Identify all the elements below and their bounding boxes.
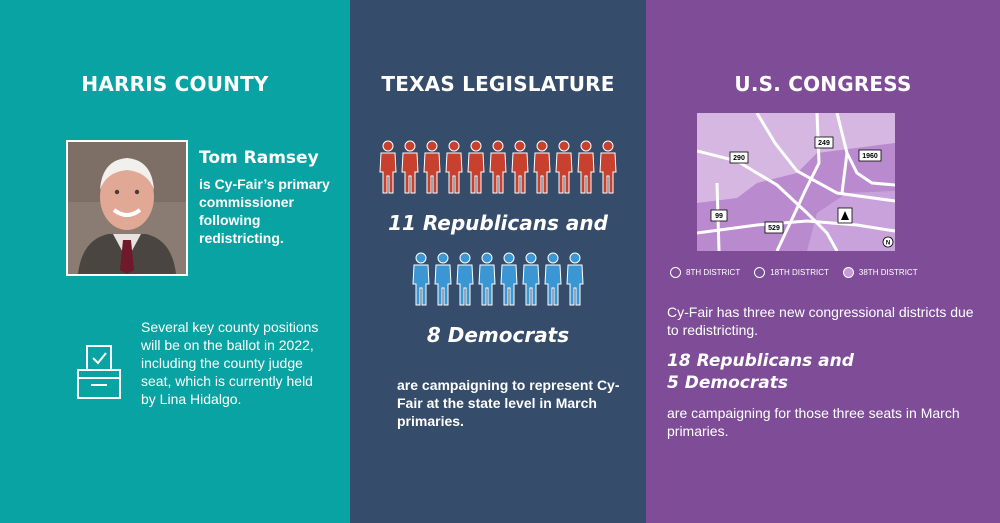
county-building-icon <box>841 211 849 220</box>
legislature-description: are campaigning to represent Cy-Fair at … <box>397 377 620 429</box>
commissioner-description: is Cy-Fair’s primary commissioner follow… <box>199 176 330 246</box>
democrat-figure-icon <box>478 252 496 306</box>
legend-label-8th: 8TH DISTRICT <box>686 268 741 277</box>
harris-county-panel: HARRIS COUNTY Tom Ramsey is Cy-Fair’s pr… <box>0 0 350 523</box>
republicans-figures <box>350 140 646 194</box>
democrats-figures <box>350 252 646 306</box>
map-label-529: 529 <box>768 225 780 232</box>
harris-county-heading: HARRIS COUNTY <box>81 72 269 96</box>
north-arrow-label: N <box>886 241 890 247</box>
ballot-description: Several key county positions will be on … <box>141 319 319 407</box>
commissioner-name: Tom Ramsey <box>199 148 319 168</box>
republicans-count-text: 11 Republicans and <box>388 211 608 235</box>
republican-figure-icon <box>555 140 573 194</box>
republican-figure-icon <box>533 140 551 194</box>
us-congress-heading: U.S. CONGRESS <box>734 72 912 96</box>
legend-label-38th: 38TH DISTRICT <box>858 268 918 277</box>
map-label-249: 249 <box>818 140 830 147</box>
tom-ramsey-photo <box>66 140 188 276</box>
republican-figure-icon <box>445 140 463 194</box>
republican-figure-icon <box>511 140 529 194</box>
democrat-figure-icon <box>500 252 518 306</box>
legend-dot-18th <box>754 267 766 278</box>
republican-figure-icon <box>379 140 397 194</box>
legend-item-8th: 8TH DISTRICT <box>670 267 740 278</box>
ballot-box-icon <box>76 344 122 405</box>
republican-figure-icon <box>489 140 507 194</box>
map-label-1960: 1960 <box>862 153 878 160</box>
texas-legislature-heading: TEXAS LEGISLATURE <box>381 72 615 96</box>
congress-description: Cy-Fair has three new congressional dist… <box>667 304 974 338</box>
legend-item-18th: 18TH DISTRICT <box>754 267 829 278</box>
legend-label-18th: 18TH DISTRICT <box>770 268 829 277</box>
map-label-290: 290 <box>733 155 745 162</box>
district-map: 290 249 1960 99 529 N <box>696 112 896 252</box>
legend-item-38th: 38TH DISTRICT <box>842 267 918 278</box>
republican-figure-icon <box>577 140 595 194</box>
democrat-figure-icon <box>522 252 540 306</box>
republican-figure-icon <box>599 140 617 194</box>
texas-legislature-panel: TEXAS LEGISLATURE 11 Republicans and 8 D… <box>350 0 646 523</box>
democrat-figure-icon <box>434 252 452 306</box>
legend-dot-8th <box>670 267 681 278</box>
legend-dot-38th <box>842 267 854 278</box>
democrat-figure-icon <box>456 252 474 306</box>
portrait-image <box>68 142 186 274</box>
map-label-99: 99 <box>715 213 723 220</box>
republican-figure-icon <box>423 140 441 194</box>
congress-campaign-text: are campaigning for those three seats in… <box>667 405 960 439</box>
us-congress-panel: U.S. CONGRESS 290 249 1960 <box>646 0 1000 523</box>
republican-figure-icon <box>467 140 485 194</box>
democrat-figure-icon <box>412 252 430 306</box>
congress-candidate-counts: 18 Republicans and 5 Democrats <box>667 350 987 394</box>
congress-democrats-text: 5 Democrats <box>667 373 788 393</box>
republican-figure-icon <box>401 140 419 194</box>
congress-republicans-text: 18 Republicans and <box>667 351 854 371</box>
democrats-count-text: 8 Democrats <box>426 323 570 347</box>
democrat-figure-icon <box>544 252 562 306</box>
democrat-figure-icon <box>566 252 584 306</box>
map-legend: 8TH DISTRICT 18TH DISTRICT 38TH DISTRICT <box>670 267 918 278</box>
